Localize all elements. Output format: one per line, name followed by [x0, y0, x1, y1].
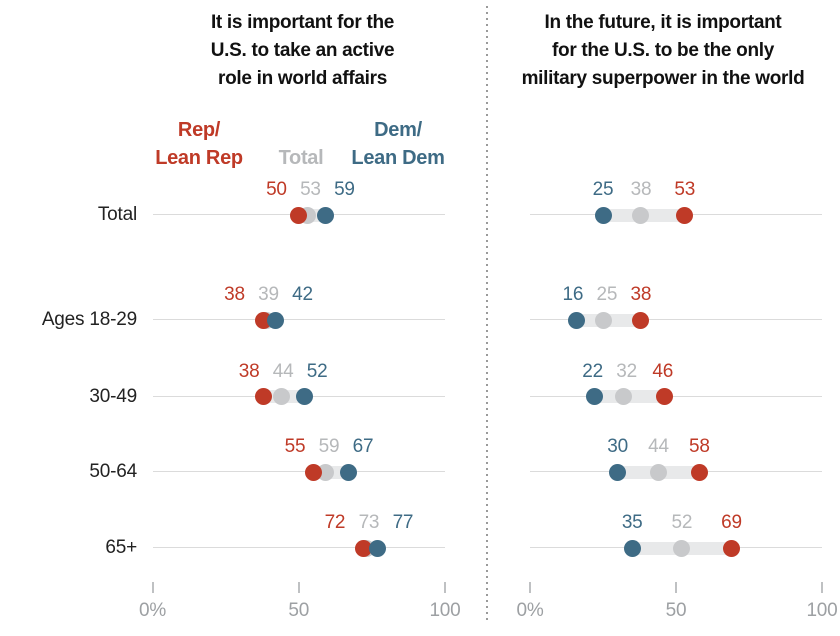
total-value-label: 44: [648, 436, 669, 457]
row-baseline: [530, 319, 822, 320]
axis-tick: [297, 582, 300, 593]
rep-value-label: 58: [688, 436, 710, 457]
dem-value-label: 22: [582, 360, 603, 382]
axis-tick-label: 0%: [516, 600, 544, 621]
total-dot: [594, 311, 612, 329]
dem-value-label: 59: [334, 179, 355, 200]
dem-value-label: 77: [392, 512, 414, 533]
axis-tick-label: 50: [288, 600, 310, 621]
axis-tick-label: 50: [665, 600, 687, 621]
rep-value-label: 50: [266, 179, 287, 200]
category-label: 50-64: [89, 461, 137, 482]
legend-dem-line2: Lean Dem: [351, 147, 445, 169]
axis-tick-label: 100: [429, 600, 461, 621]
dem-dot: [266, 311, 284, 329]
axis-tick: [675, 582, 677, 593]
rep-value-label: 38: [224, 284, 245, 305]
right-panel-title: In the future, it is important for the U…: [488, 9, 838, 93]
category-label: Total: [97, 204, 137, 225]
dem-value-label: 52: [306, 360, 328, 382]
total-dot: [632, 206, 650, 224]
left-panel-title-line1: It is important for the: [210, 12, 395, 33]
rep-value-label: 46: [652, 360, 674, 382]
axis-tick: [151, 582, 154, 593]
left-panel-title: It is important for the U.S. to take an …: [150, 9, 455, 93]
left-panel-title-line3: role in world affairs: [218, 68, 387, 89]
dem-dot: [594, 206, 612, 224]
total-value-label: 39: [258, 284, 279, 305]
total-dot: [614, 388, 632, 405]
rep-dot: [354, 539, 372, 557]
dem-value-label: 35: [621, 512, 643, 533]
total-value-label: 44: [272, 360, 294, 382]
rep-dot: [690, 463, 708, 481]
dem-dot: [316, 206, 334, 224]
rep-dot: [655, 388, 673, 405]
dem-dot: [369, 539, 387, 557]
category-label: 30-49: [89, 385, 137, 407]
dem-value-label: 42: [292, 284, 313, 305]
axis-tick: [821, 582, 823, 593]
right-panel-title-line1: In the future, it is important: [544, 12, 782, 33]
category-label: Ages 18-29: [41, 309, 137, 330]
dem-dot: [585, 388, 603, 405]
rep-value-label: 53: [674, 179, 696, 200]
total-value-label: 59: [318, 436, 340, 457]
legend-total: Total: [251, 144, 351, 172]
left-panel-title-line2: U.S. to take an active: [210, 40, 395, 61]
dem-dot: [339, 463, 357, 481]
right-panel-title-line3: military superpower in the world: [521, 68, 805, 89]
rep-value-label: 38: [630, 284, 652, 305]
total-dot: [272, 388, 290, 405]
rep-value-label: 72: [324, 512, 346, 533]
legend-total-label: Total: [278, 147, 324, 169]
axis-tick-label: 100: [806, 600, 838, 621]
rep-dot: [722, 539, 740, 557]
axis-tick: [529, 582, 531, 593]
total-value-label: 38: [630, 179, 652, 200]
total-value-label: 25: [596, 284, 618, 305]
dem-dot: [609, 463, 627, 481]
row-baseline: [152, 319, 445, 320]
dem-value-label: 25: [592, 179, 614, 200]
total-dot: [673, 539, 691, 557]
legend-dem-line1: Dem/: [374, 119, 422, 141]
rep-dot: [255, 388, 273, 405]
axis-tick-label: 0%: [138, 600, 167, 621]
total-value-label: 73: [358, 512, 380, 533]
rep-dot: [304, 463, 322, 481]
rep-dot: [632, 311, 650, 329]
total-value-label: 32: [616, 360, 637, 382]
legend-dem: Dem/ Lean Dem: [298, 116, 498, 172]
rep-value-label: 55: [284, 436, 306, 457]
right-panel-title-line2: for the U.S. to be the only: [551, 40, 774, 61]
row-baseline: [152, 471, 445, 472]
legend-rep-line2: Lean Rep: [155, 147, 243, 169]
dem-dot: [623, 539, 641, 557]
legend-rep-line1: Rep/: [177, 119, 221, 141]
category-label: 65+: [105, 537, 137, 558]
rep-dot: [290, 206, 308, 224]
dem-value-label: 67: [352, 436, 374, 457]
axis-tick: [444, 582, 446, 593]
legend-rep: Rep/ Lean Rep: [99, 116, 299, 172]
total-value-label: 53: [300, 179, 321, 200]
rep-value-label: 38: [238, 360, 260, 382]
total-dot: [649, 463, 667, 481]
row-baseline: [152, 547, 445, 548]
dem-value-label: 30: [607, 436, 628, 457]
dem-dot: [568, 311, 586, 329]
panel-divider: [486, 6, 488, 622]
total-value-label: 52: [671, 512, 693, 533]
dem-value-label: 16: [562, 284, 584, 305]
rep-dot: [676, 206, 694, 224]
dem-dot: [296, 388, 314, 405]
row-baseline: [530, 395, 822, 397]
rep-value-label: 69: [721, 512, 742, 533]
